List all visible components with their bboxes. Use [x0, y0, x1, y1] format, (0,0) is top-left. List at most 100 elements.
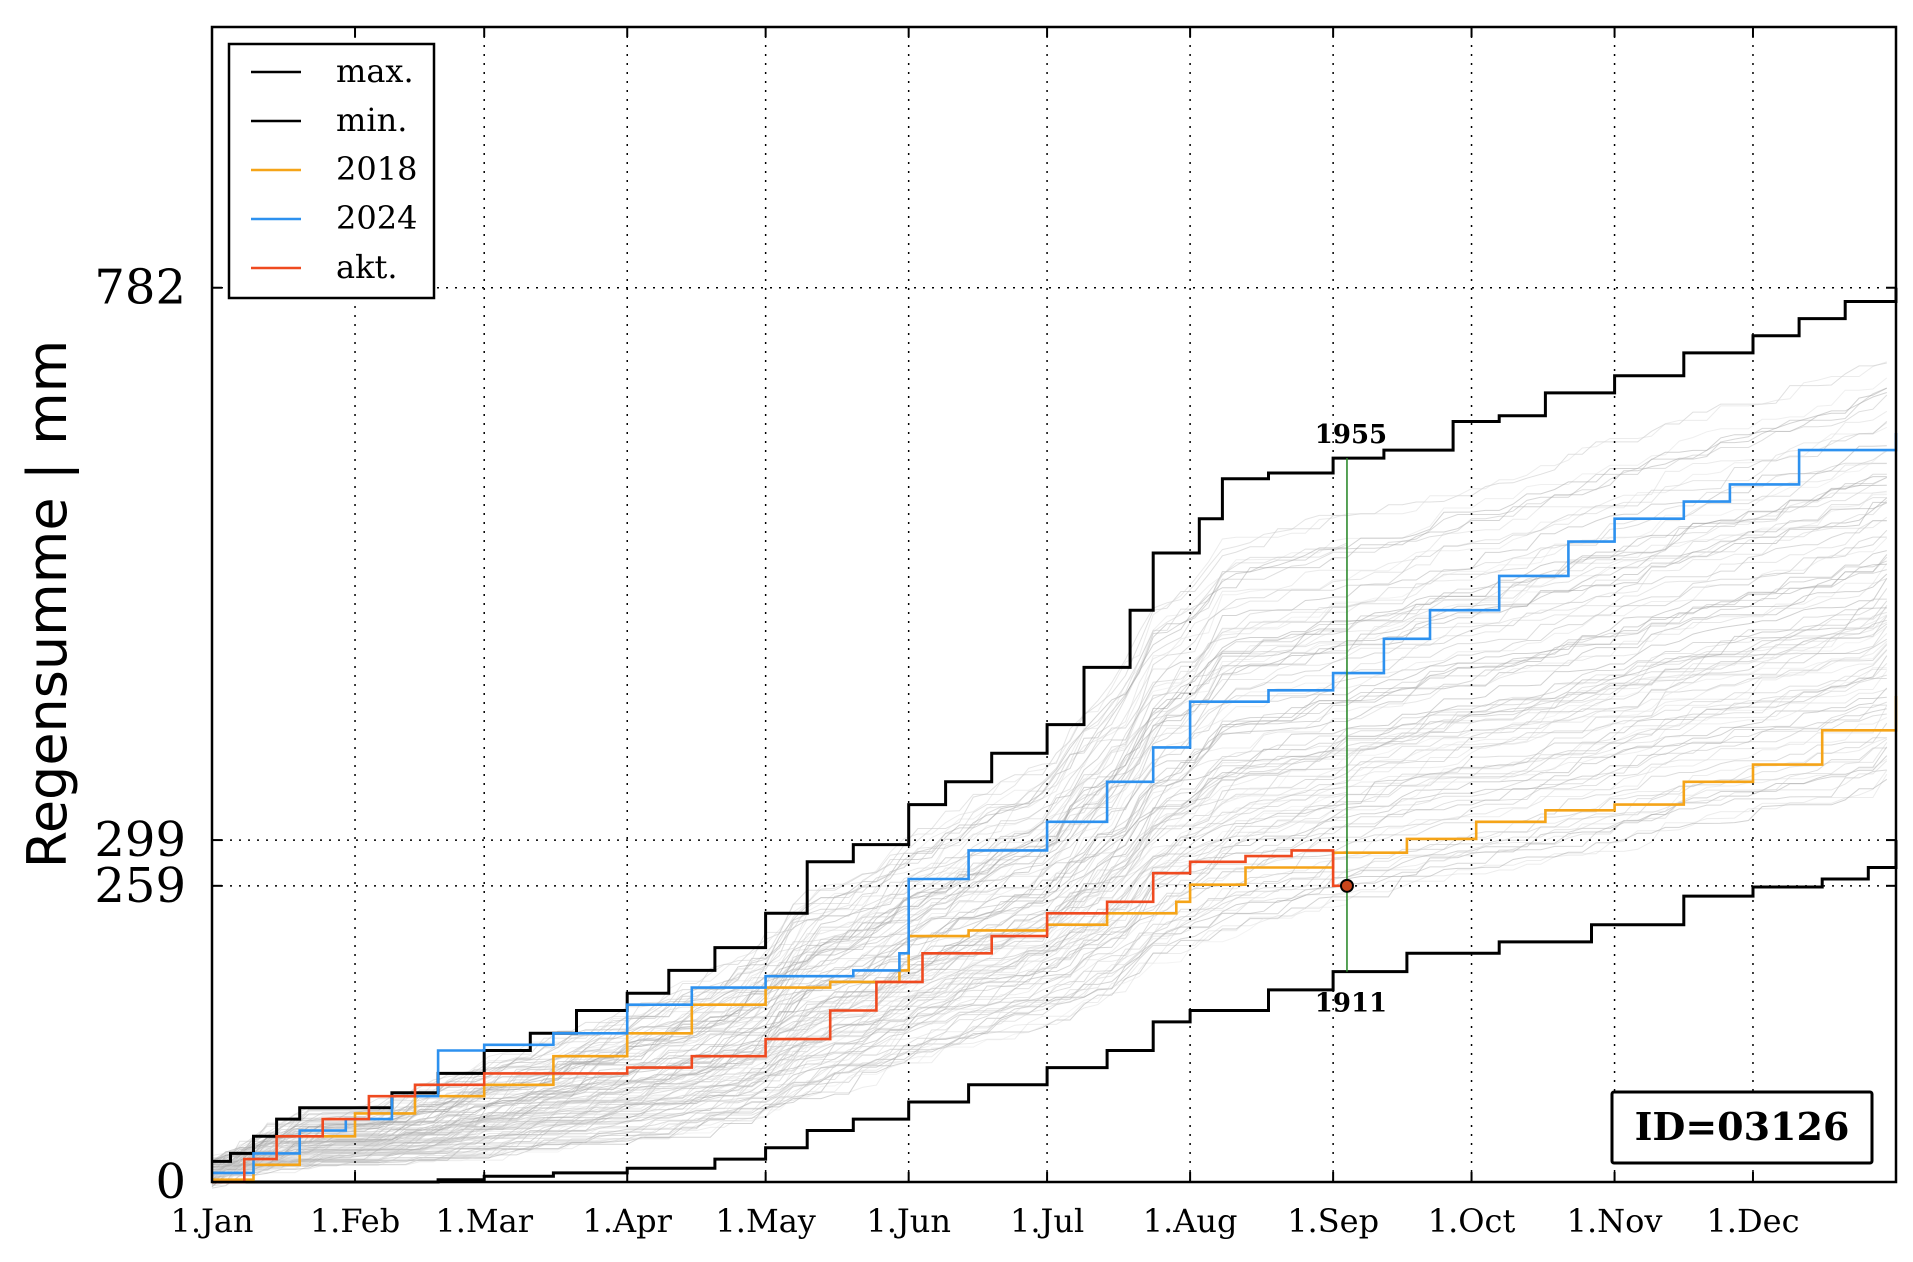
- historical-year-line: [211, 812, 1348, 1179]
- y-tick-label: 299: [94, 812, 186, 868]
- historical-year-line: [211, 755, 1888, 1187]
- historical-year-line: [211, 688, 1887, 1175]
- y-tick-label: 259: [94, 858, 186, 914]
- historical-year-line: [211, 626, 1888, 1178]
- historical-year-line: [212, 554, 1888, 1168]
- annotations: 1955 1911: [1315, 420, 1387, 1018]
- id-badge: ID=03126: [1610, 1090, 1874, 1165]
- historical-year-line: [211, 387, 1888, 1162]
- historical-year-line: [212, 708, 1887, 1170]
- plot-frame: [210, 25, 1898, 1184]
- historical-year-line: [211, 668, 1887, 1182]
- historical-year-line: [211, 649, 1888, 1175]
- historical-year-line: [211, 704, 1887, 1183]
- x-tick-label: 1.Jan: [170, 1202, 253, 1240]
- historical-year-line: [211, 544, 1348, 1162]
- legend: max. min. 2018 2024 akt.: [227, 42, 436, 300]
- historical-year-line: [211, 701, 1887, 1187]
- historical-year-line: [211, 649, 1888, 1178]
- legend-label: 2024: [336, 199, 417, 237]
- historical-year-line: [211, 537, 1888, 1180]
- historical-year-line: [211, 422, 1888, 1164]
- historical-year-line: [212, 760, 1888, 1170]
- historical-year-line: [212, 717, 1888, 1169]
- y-axis-label: Regensumme | mm: [16, 340, 79, 869]
- historical-year-line: [211, 746, 1888, 1172]
- historical-year-line: [211, 598, 1887, 1174]
- x-tick-label: 1.Feb: [310, 1202, 400, 1240]
- legend-label: akt.: [336, 248, 398, 286]
- historical-years-lines: [211, 361, 1888, 1189]
- historical-year-line: [211, 520, 1887, 1173]
- historical-year-line: [211, 501, 1887, 1168]
- historical-year-line: [212, 497, 1888, 1166]
- x-tick-label: 1.Apr: [583, 1202, 673, 1240]
- historical-year-line: [211, 361, 1887, 1156]
- max-year-label: 1955: [1315, 420, 1387, 450]
- historical-year-line: [211, 502, 1887, 1162]
- historical-year-line: [212, 644, 1888, 1165]
- grid-lines: [212, 27, 1896, 1182]
- historical-year-line: [211, 747, 1887, 1180]
- historical-year-line: [211, 738, 1888, 1186]
- x-tick-label: 1.Sep: [1287, 1202, 1379, 1240]
- legend-label: 2018: [336, 150, 417, 188]
- historical-year-line: [211, 588, 1888, 1174]
- x-tick-label: 1.May: [715, 1202, 815, 1240]
- historical-year-line: [211, 687, 1888, 1169]
- historical-year-line: [211, 696, 1887, 1174]
- historical-year-line: [212, 605, 1888, 1169]
- historical-year-line: [211, 387, 1887, 1166]
- historical-year-line: [212, 674, 1887, 1175]
- historical-year-line: [211, 705, 1888, 1173]
- historical-year-line: [211, 619, 1887, 1177]
- historical-year-line: [211, 550, 1887, 1181]
- historical-year-line: [211, 394, 1888, 1167]
- historical-year-line: [212, 904, 1348, 1172]
- x-tick-label: 1.Dec: [1706, 1202, 1799, 1240]
- historical-year-line: [211, 614, 1888, 1178]
- current-value-marker: [1339, 878, 1354, 893]
- historical-year-line: [212, 578, 1887, 1171]
- historical-year-line: [211, 377, 1888, 1174]
- historical-year-line: [211, 426, 1888, 1175]
- series-line: [212, 849, 1347, 1184]
- historical-year-line: [211, 820, 1347, 1181]
- historical-year-line: [211, 473, 1887, 1176]
- historical-year-line: [211, 758, 1888, 1177]
- historical-year-line: [211, 542, 1348, 1170]
- historical-year-line: [211, 607, 1888, 1181]
- historical-year-line: [211, 614, 1888, 1184]
- historical-year-line: [211, 492, 1887, 1172]
- historical-year-line: [211, 722, 1888, 1186]
- x-tick-label: 1.Oct: [1428, 1202, 1516, 1240]
- historical-year-line: [211, 494, 1887, 1179]
- historical-year-line: [212, 445, 1887, 1159]
- series-line: [212, 433, 1898, 1175]
- historical-year-line: [211, 621, 1888, 1172]
- historical-year-line: [211, 476, 1888, 1178]
- historical-year-line: [211, 678, 1887, 1182]
- x-tick-label: 1.Mar: [435, 1202, 533, 1240]
- historical-year-line: [211, 560, 1887, 1181]
- historical-year-line: [211, 563, 1887, 1177]
- historical-year-line: [211, 410, 1888, 1159]
- historical-year-line: [212, 600, 1888, 1168]
- x-tick-label: 1.Aug: [1143, 1202, 1238, 1240]
- historical-year-line: [211, 850, 1348, 1178]
- y-tick-label: 782: [94, 260, 186, 316]
- historical-year-line: [211, 392, 1887, 1176]
- x-tick-label: 1.Jul: [1010, 1202, 1084, 1240]
- historical-year-line: [212, 563, 1888, 1168]
- historical-year-line: [211, 616, 1888, 1165]
- historical-year-line: [211, 477, 1887, 1179]
- historical-year-line: [211, 536, 1887, 1173]
- historical-year-line: [211, 655, 1888, 1184]
- historical-year-line: [212, 640, 1888, 1175]
- historical-year-line: [212, 500, 1888, 1165]
- historical-year-line: [211, 642, 1888, 1180]
- historical-year-line: [211, 421, 1888, 1174]
- historical-year-line: [212, 778, 1888, 1177]
